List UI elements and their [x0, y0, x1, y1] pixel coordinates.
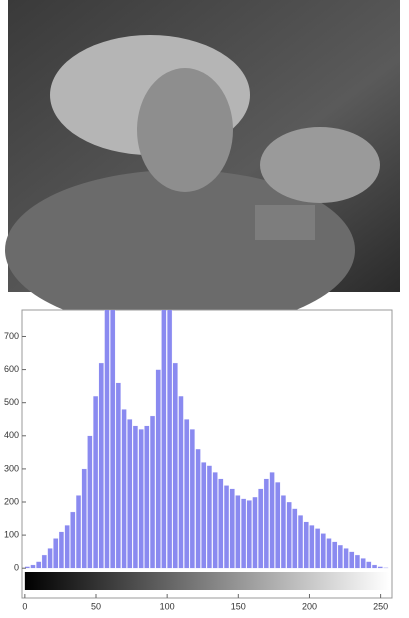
x-tick-label: 150 [231, 601, 246, 611]
bar [87, 435, 93, 569]
y-tick-label: 300 [4, 463, 19, 473]
bar [149, 415, 156, 569]
y-tick-label: 700 [4, 331, 19, 341]
x-tick-label: 100 [160, 601, 175, 611]
bar [326, 538, 332, 569]
bar [132, 425, 139, 569]
bar [229, 488, 235, 569]
bar [155, 369, 161, 569]
bar [47, 548, 53, 569]
bar [377, 566, 383, 569]
bar [383, 567, 389, 569]
y-tick-label: 100 [4, 529, 19, 539]
photo [5, 0, 400, 330]
bar [246, 500, 252, 569]
bar [343, 548, 349, 569]
bar [30, 564, 36, 569]
bar [121, 409, 127, 569]
bar [138, 429, 144, 569]
bar [371, 564, 378, 569]
bar [41, 554, 47, 569]
bar [195, 448, 201, 569]
colorbar [24, 572, 390, 590]
bar [178, 395, 184, 569]
bar [24, 566, 30, 569]
bar [64, 525, 70, 569]
bar [252, 496, 258, 569]
bar [127, 419, 133, 569]
bar [223, 485, 230, 569]
bar [110, 310, 116, 569]
x-tick-label: 200 [302, 601, 317, 611]
bar [81, 468, 87, 569]
bar [104, 310, 110, 569]
bar [115, 382, 121, 569]
bar [75, 495, 82, 569]
bar [98, 362, 104, 569]
bar [286, 501, 292, 569]
bar [360, 558, 366, 569]
bar [263, 478, 269, 569]
y-tick-label: 200 [4, 496, 19, 506]
bar [366, 561, 372, 569]
y-tick-label: 400 [4, 430, 19, 440]
bar [320, 533, 326, 569]
bar [58, 531, 65, 569]
y-tick-label: 600 [4, 364, 19, 374]
x-tick-label: 50 [91, 601, 101, 611]
bar [212, 472, 218, 569]
bar [201, 462, 207, 569]
y-tick-label: 500 [4, 397, 19, 407]
bar [309, 525, 315, 569]
bar [332, 541, 338, 569]
bar [235, 495, 241, 569]
bar [70, 511, 76, 569]
bar [161, 310, 167, 569]
bar [189, 429, 195, 569]
y-tick-label: 0 [14, 563, 19, 573]
bar [93, 395, 99, 569]
bar [354, 554, 361, 569]
bar [167, 310, 173, 569]
bar [337, 544, 343, 569]
x-tick-label: 0 [22, 601, 27, 611]
bar [303, 521, 309, 569]
bar [218, 478, 224, 569]
bar [206, 465, 213, 569]
bar [349, 551, 355, 569]
bar [144, 425, 150, 569]
bar [241, 498, 247, 569]
bar [315, 528, 321, 569]
bar [258, 488, 264, 569]
bar [275, 481, 281, 569]
x-tick-label: 250 [373, 601, 388, 611]
bar [53, 538, 59, 569]
bar [292, 508, 298, 569]
bar [36, 561, 42, 569]
bar [269, 472, 275, 569]
bar [172, 362, 178, 569]
bar [297, 515, 304, 569]
bar [280, 495, 287, 569]
bar [184, 419, 190, 569]
